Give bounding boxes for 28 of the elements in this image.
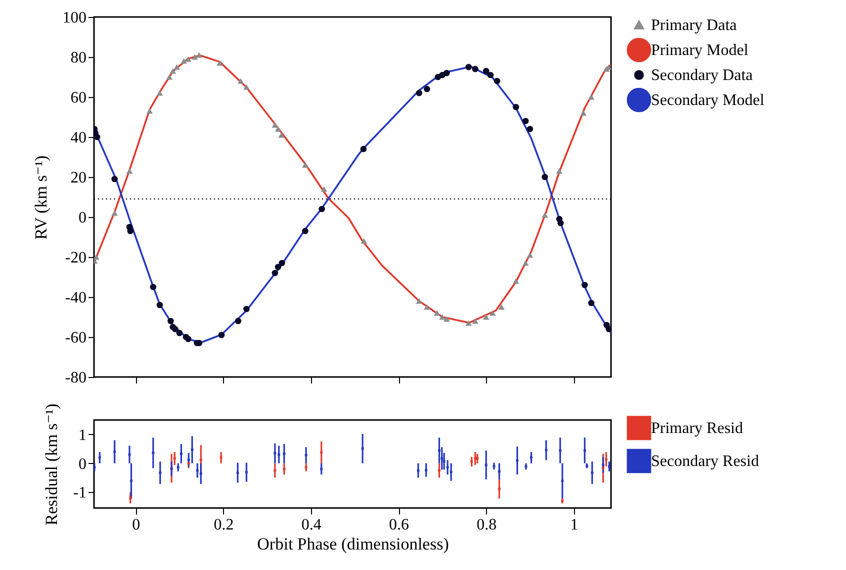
legend-label: Secondary Data	[651, 67, 753, 84]
y-tick-label: -60	[65, 330, 86, 346]
x-tick-label: 0.6	[389, 516, 410, 534]
x-tick-label: 0.4	[301, 516, 322, 534]
legend-label: Secondary Model	[651, 92, 765, 109]
x-tick-label: 0	[132, 516, 140, 534]
y-tick-label: 0	[78, 456, 86, 473]
x-axis-title: Orbit Phase (dimensionless)	[257, 534, 449, 554]
text: Primary Resid	[651, 420, 743, 437]
y-tick-label: -20	[65, 250, 86, 266]
x-tick-label: 0.8	[476, 516, 497, 534]
y-tick-label: -40	[65, 290, 86, 306]
y-tick-label: 60	[70, 90, 86, 106]
y-axis-title: RV (km s⁻¹)	[32, 155, 50, 240]
y-tick-label: 40	[70, 130, 86, 146]
legend-label: Secondary Resid	[651, 453, 759, 470]
y-tick-label: 100	[62, 10, 86, 26]
y-axis-title: Residual (km s⁻¹)	[42, 404, 62, 526]
y-tick-label: 20	[70, 170, 86, 186]
y-tick-label: 1	[78, 426, 86, 444]
y-tick-label: -80	[65, 370, 86, 386]
legend-label: Primary Data	[651, 17, 737, 34]
y-tick-label: 80	[70, 50, 86, 66]
x-tick-label: 1	[570, 516, 578, 534]
x-tick-label: 0.2	[214, 516, 234, 534]
y-tick-label: -1	[73, 484, 86, 502]
legend-label: Primary Model	[651, 42, 749, 59]
y-tick-label: 0	[78, 210, 86, 226]
